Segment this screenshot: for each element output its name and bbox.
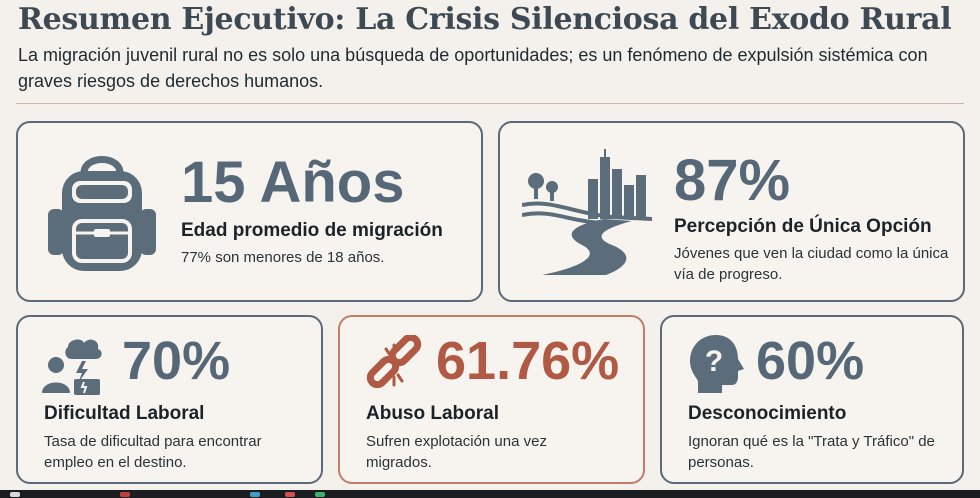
abuse-value: 61.76% xyxy=(436,331,620,391)
stat-card-option: 87% Percepción de Única Opción Jóvenes q… xyxy=(498,121,965,302)
abuse-desc: Sufren explotación una vez migrados. xyxy=(366,433,547,471)
page-title: Resumen Ejecutivo: La Crisis Silenciosa … xyxy=(18,2,952,37)
city-road-icon xyxy=(522,149,652,275)
taskbar xyxy=(0,490,980,498)
work-label: Dificultad Laboral xyxy=(44,403,205,424)
header-divider xyxy=(16,103,964,104)
taskbar-item[interactable] xyxy=(285,492,295,497)
taskbar-item[interactable] xyxy=(10,492,20,497)
stat-card-age: 15 Años Edad promedio de migración 77% s… xyxy=(16,121,483,302)
option-value: 87% xyxy=(674,148,791,213)
worker-storm-icon xyxy=(42,339,102,395)
head-question-icon: ? xyxy=(690,335,744,393)
broken-chain-icon xyxy=(366,335,422,389)
unaware-desc: Ignoran qué es la "Trata y Tráfico" de p… xyxy=(688,433,935,471)
svg-text:?: ? xyxy=(705,345,723,378)
age-value: 15 Años xyxy=(181,150,405,215)
option-desc: Jóvenes que ven la ciudad como la única … xyxy=(674,245,949,283)
backpack-icon xyxy=(48,156,156,271)
unaware-label: Desconocimiento xyxy=(688,403,847,424)
age-desc: 77% son menores de 18 años. xyxy=(181,249,385,266)
taskbar-item[interactable] xyxy=(120,492,130,497)
taskbar-item[interactable] xyxy=(250,492,260,497)
abuse-label: Abuso Laboral xyxy=(366,403,500,424)
stat-card-work: 70% Dificultad Laboral Tasa de dificulta… xyxy=(16,315,323,484)
stat-card-unaware: ? 60% Desconocimiento Ignoran qué es la … xyxy=(660,315,964,484)
page-subtitle: La migración juvenil rural no es solo un… xyxy=(18,45,928,91)
stat-card-abuse: 61.76% Abuso Laboral Sufren explotación … xyxy=(338,315,645,484)
unaware-value: 60% xyxy=(756,331,865,391)
taskbar-item[interactable] xyxy=(315,492,325,497)
work-value: 70% xyxy=(122,331,231,391)
age-label: Edad promedio de migración xyxy=(181,220,443,241)
work-desc: Tasa de dificultad para encontrar empleo… xyxy=(44,433,262,471)
option-label: Percepción de Única Opción xyxy=(674,216,932,237)
